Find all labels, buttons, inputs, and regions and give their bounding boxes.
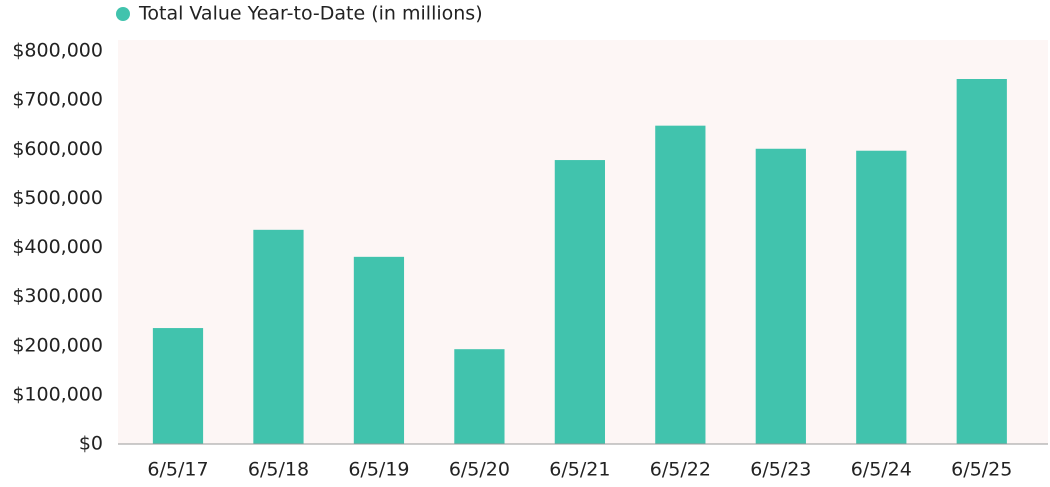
- bar: [353, 256, 405, 444]
- x-tick-label: 6/5/19: [348, 459, 409, 481]
- x-tick-label: 6/5/17: [147, 459, 208, 481]
- bar: [152, 328, 204, 444]
- x-tick-label: 6/5/21: [549, 459, 610, 481]
- x-tick-label: 6/5/22: [650, 459, 711, 481]
- bar: [253, 229, 304, 444]
- x-tick-label: 6/5/23: [750, 459, 811, 481]
- bar: [856, 150, 907, 444]
- y-tick-label: $400,000: [12, 236, 103, 258]
- y-tick-label: $700,000: [12, 89, 103, 111]
- bar: [655, 125, 706, 445]
- legend-label: Total Value Year-to-Date (in millions): [138, 3, 483, 25]
- legend-marker: [116, 7, 130, 21]
- x-tick-label: 6/5/18: [248, 459, 309, 481]
- y-tick-label: $800,000: [12, 40, 103, 62]
- y-tick-label: $500,000: [12, 187, 103, 209]
- y-tick-label: $100,000: [12, 383, 103, 405]
- y-tick-label: $200,000: [12, 334, 103, 356]
- bar: [454, 349, 505, 444]
- bar: [554, 160, 605, 444]
- bar: [956, 79, 1007, 444]
- y-tick-label: $300,000: [12, 285, 103, 307]
- x-tick-label: 6/5/24: [851, 459, 912, 481]
- x-tick-label: 6/5/25: [951, 459, 1012, 481]
- y-tick-label: $600,000: [12, 138, 103, 160]
- x-tick-label: 6/5/20: [449, 459, 510, 481]
- y-tick-label: $0: [79, 433, 103, 455]
- bar: [755, 148, 806, 445]
